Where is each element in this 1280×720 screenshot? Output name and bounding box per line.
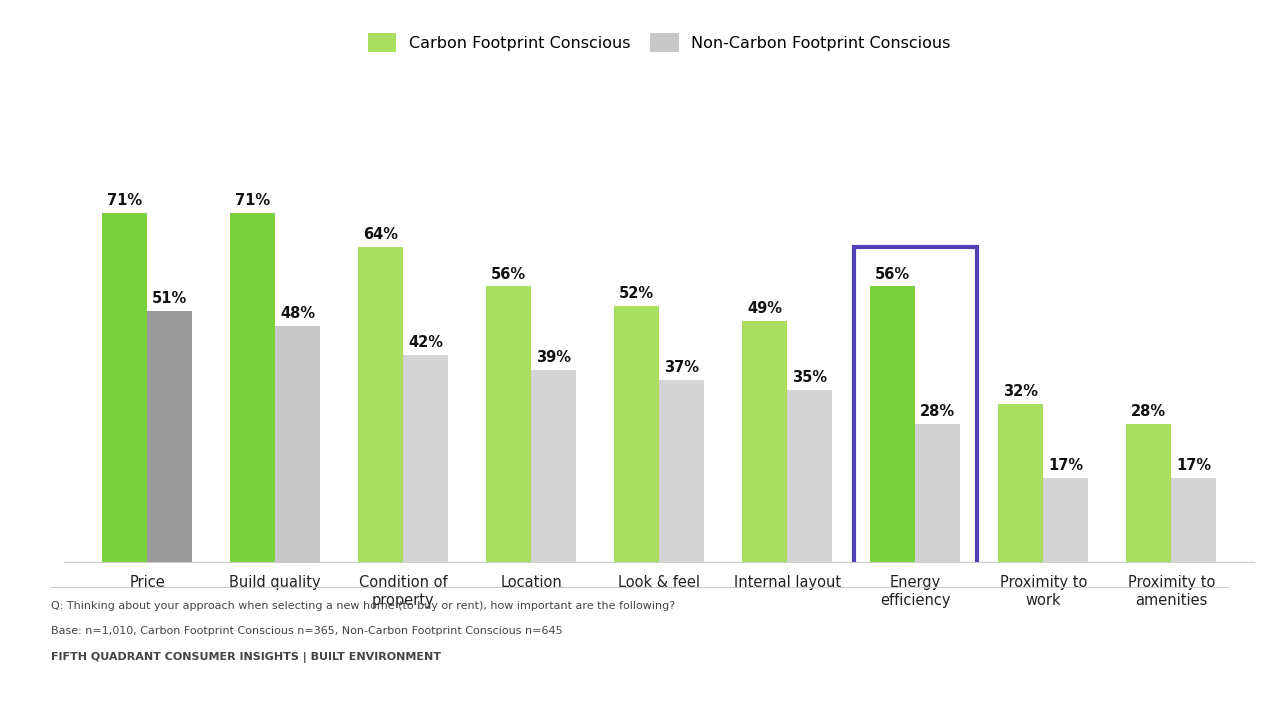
Text: 56%: 56% [876,266,910,282]
Bar [915,424,960,562]
Text: 56%: 56% [492,266,526,282]
Text: Base: n=1,010, Carbon Footprint Conscious n=365, Non-Carbon Footprint Conscious : Base: n=1,010, Carbon Footprint Consciou… [51,626,563,636]
Bar [102,213,147,562]
Text: 32%: 32% [1004,384,1038,400]
Text: 64%: 64% [364,228,398,242]
Bar [998,405,1043,562]
Bar [1171,478,1216,562]
Bar [358,247,403,562]
Bar [275,325,320,562]
Bar [659,380,704,562]
Bar [787,390,832,562]
Text: 48%: 48% [280,306,315,321]
Bar [230,213,275,562]
Bar [870,287,915,562]
Legend: Carbon Footprint Conscious, Non-Carbon Footprint Conscious: Carbon Footprint Conscious, Non-Carbon F… [361,27,957,58]
Bar [147,311,192,562]
Bar [403,355,448,562]
Text: 28%: 28% [1132,404,1166,419]
Text: 39%: 39% [536,350,571,365]
Text: 28%: 28% [920,404,955,419]
Text: 52%: 52% [620,287,654,301]
Bar [742,321,787,562]
Text: 35%: 35% [792,370,827,384]
Text: 71%: 71% [108,193,142,208]
Text: 17%: 17% [1048,458,1083,473]
Text: 49%: 49% [748,301,782,316]
Bar [486,287,531,562]
Text: 37%: 37% [664,360,699,375]
Bar [614,306,659,562]
Bar [1126,424,1171,562]
Bar [1043,478,1088,562]
Text: Importance of Elements when Buying a Home: Importance of Elements when Buying a Hom… [157,22,1123,58]
Text: 71%: 71% [236,193,270,208]
Text: 42%: 42% [408,336,443,351]
Text: 51%: 51% [152,291,187,306]
Text: 17%: 17% [1176,458,1211,473]
Text: FIFTH QUADRANT CONSUMER INSIGHTS | BUILT ENVIRONMENT: FIFTH QUADRANT CONSUMER INSIGHTS | BUILT… [51,652,442,662]
Bar [531,370,576,562]
Text: Q: Thinking about your approach when selecting a new home (to buy or rent), how : Q: Thinking about your approach when sel… [51,601,676,611]
